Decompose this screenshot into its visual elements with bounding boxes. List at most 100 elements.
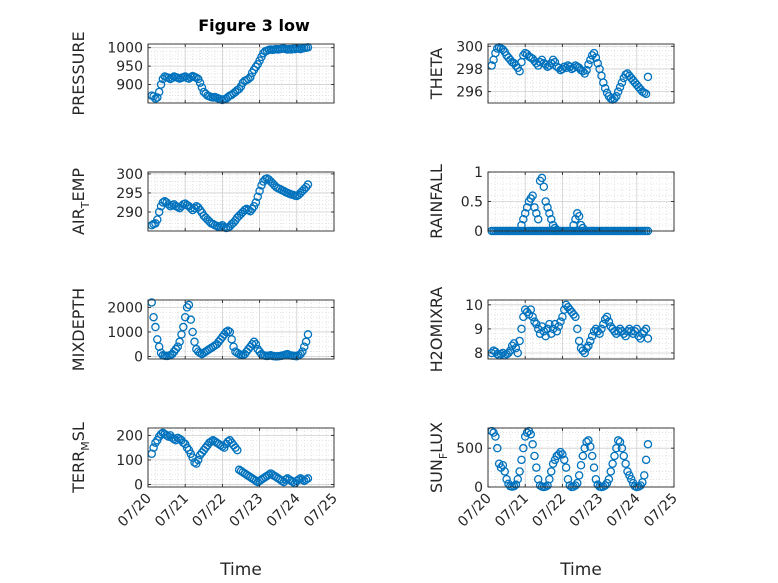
data-point xyxy=(299,342,309,351)
y-tick-label: 950 xyxy=(116,59,143,75)
x-tick-label: 07/25 xyxy=(301,491,341,531)
chart-panel-rainfall: 0 0.5 1 RAINFALL xyxy=(427,164,675,240)
data-point xyxy=(584,341,593,351)
data-point xyxy=(249,337,259,347)
data-point xyxy=(158,198,168,207)
data-point xyxy=(574,336,584,346)
chart-panel-theta: 296 298 300 THETA xyxy=(427,39,675,104)
data-point xyxy=(569,310,578,319)
data-point xyxy=(541,60,550,69)
data-point xyxy=(493,443,502,453)
chart-panel-air_temp: 290 295 300 AIRTEMP xyxy=(69,167,335,235)
data-point xyxy=(641,455,651,465)
data-point xyxy=(528,312,537,322)
data-point xyxy=(173,342,183,351)
data-point xyxy=(573,324,582,334)
data-point xyxy=(149,92,158,101)
data-point xyxy=(229,342,238,351)
data-point xyxy=(643,334,653,343)
data-point xyxy=(193,455,203,465)
data-point xyxy=(515,66,524,76)
y-tick-label: 1000 xyxy=(107,41,143,57)
data-point xyxy=(498,45,508,54)
y-tick-label: 295 xyxy=(116,186,143,202)
data-point xyxy=(556,447,565,457)
data-point xyxy=(625,471,634,480)
data-point xyxy=(509,339,519,348)
data-point xyxy=(589,48,599,58)
data-point xyxy=(565,481,575,490)
data-point xyxy=(303,330,313,339)
data-point xyxy=(156,429,166,439)
data-point xyxy=(597,71,606,81)
data-point xyxy=(182,443,192,452)
x-tick-label: 07/22 xyxy=(189,491,229,531)
data-point xyxy=(509,481,519,491)
y-axis-label: AIRTEMP xyxy=(69,168,92,235)
data-point xyxy=(582,343,591,353)
data-point xyxy=(151,94,160,103)
y-tick-label: 900 xyxy=(116,78,143,94)
data-point xyxy=(599,319,608,329)
data-point xyxy=(571,312,580,322)
data-point xyxy=(251,476,261,486)
data-point xyxy=(539,182,549,191)
data-point xyxy=(593,59,602,68)
data-point xyxy=(511,343,521,353)
data-point xyxy=(303,474,313,483)
data-point xyxy=(586,336,595,346)
data-point xyxy=(623,467,632,476)
data-point xyxy=(154,207,164,217)
y-tick-label: 9 xyxy=(474,322,483,338)
data-point xyxy=(556,317,565,326)
data-point xyxy=(537,173,547,183)
data-point xyxy=(221,327,231,337)
y-tick-label: 10 xyxy=(465,298,483,314)
data-point xyxy=(550,223,560,233)
data-point xyxy=(517,324,526,334)
data-point xyxy=(264,470,274,479)
x-tick-label: 07/20 xyxy=(455,491,495,531)
data-point xyxy=(576,461,586,470)
data-point xyxy=(546,214,556,224)
data-point xyxy=(612,91,621,101)
data-point xyxy=(639,327,649,336)
data-point xyxy=(491,432,500,441)
data-point xyxy=(151,322,160,332)
data-point xyxy=(156,80,166,89)
data-point xyxy=(491,48,500,58)
data-point xyxy=(606,467,616,476)
data-point xyxy=(533,214,543,224)
chart-panel-mixdepth: 0 1000 2000 MIXDEPTH xyxy=(69,288,335,371)
data-point xyxy=(584,60,593,69)
data-point xyxy=(296,349,305,359)
data-point xyxy=(153,93,162,102)
data-point xyxy=(606,94,616,103)
data-point xyxy=(511,480,521,489)
data-point xyxy=(599,78,608,87)
data-point xyxy=(554,450,563,459)
data-point xyxy=(532,463,541,472)
data-point xyxy=(554,322,563,331)
x-tick-label: 07/21 xyxy=(152,491,192,531)
data-point xyxy=(604,317,614,326)
y-tick-label: 500 xyxy=(456,441,483,457)
y-tick-label: 1000 xyxy=(107,325,143,341)
data-point xyxy=(519,443,528,453)
data-point xyxy=(548,459,558,468)
axes-box xyxy=(487,299,675,360)
data-point xyxy=(546,467,556,476)
data-point xyxy=(233,445,242,455)
data-point xyxy=(164,200,173,209)
data-point xyxy=(519,214,528,224)
data-point xyxy=(587,331,597,341)
data-point xyxy=(298,347,307,356)
y-axis-label: MIXDEPTH xyxy=(69,288,88,371)
data-point xyxy=(530,451,539,461)
data-point xyxy=(621,331,630,341)
data-point xyxy=(574,471,584,480)
data-point xyxy=(149,312,158,322)
data-point xyxy=(643,440,653,449)
data-point xyxy=(517,220,526,230)
